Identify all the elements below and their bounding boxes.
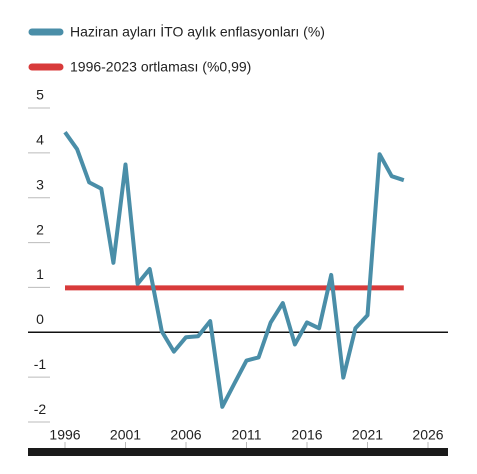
x-tick-label: 2026 — [412, 427, 443, 443]
y-tick-label: 4 — [36, 132, 44, 148]
x-tick-label: 2001 — [110, 427, 141, 443]
y-tick-label: 5 — [36, 87, 44, 103]
y-tick-label: 2 — [36, 221, 44, 237]
bottom-bar — [28, 448, 448, 456]
x-tick-label: 2011 — [231, 427, 261, 443]
x-tick-label: 2016 — [291, 427, 322, 443]
y-tick-label: -2 — [34, 401, 47, 417]
x-tick-label: 2006 — [170, 427, 201, 443]
x-tick-label: 2021 — [352, 427, 383, 443]
series-line — [63, 131, 405, 409]
legend-label: 1996-2023 ortlaması (%0,99) — [70, 59, 251, 75]
y-tick-label: 0 — [36, 311, 44, 327]
x-tick-label: 1996 — [49, 427, 80, 443]
legend-label: Haziran ayları İTO aylık enflasyonları (… — [70, 23, 325, 40]
y-tick-label: 3 — [36, 176, 44, 192]
y-tick-label: -1 — [34, 356, 47, 372]
y-tick-label: 1 — [36, 266, 44, 282]
